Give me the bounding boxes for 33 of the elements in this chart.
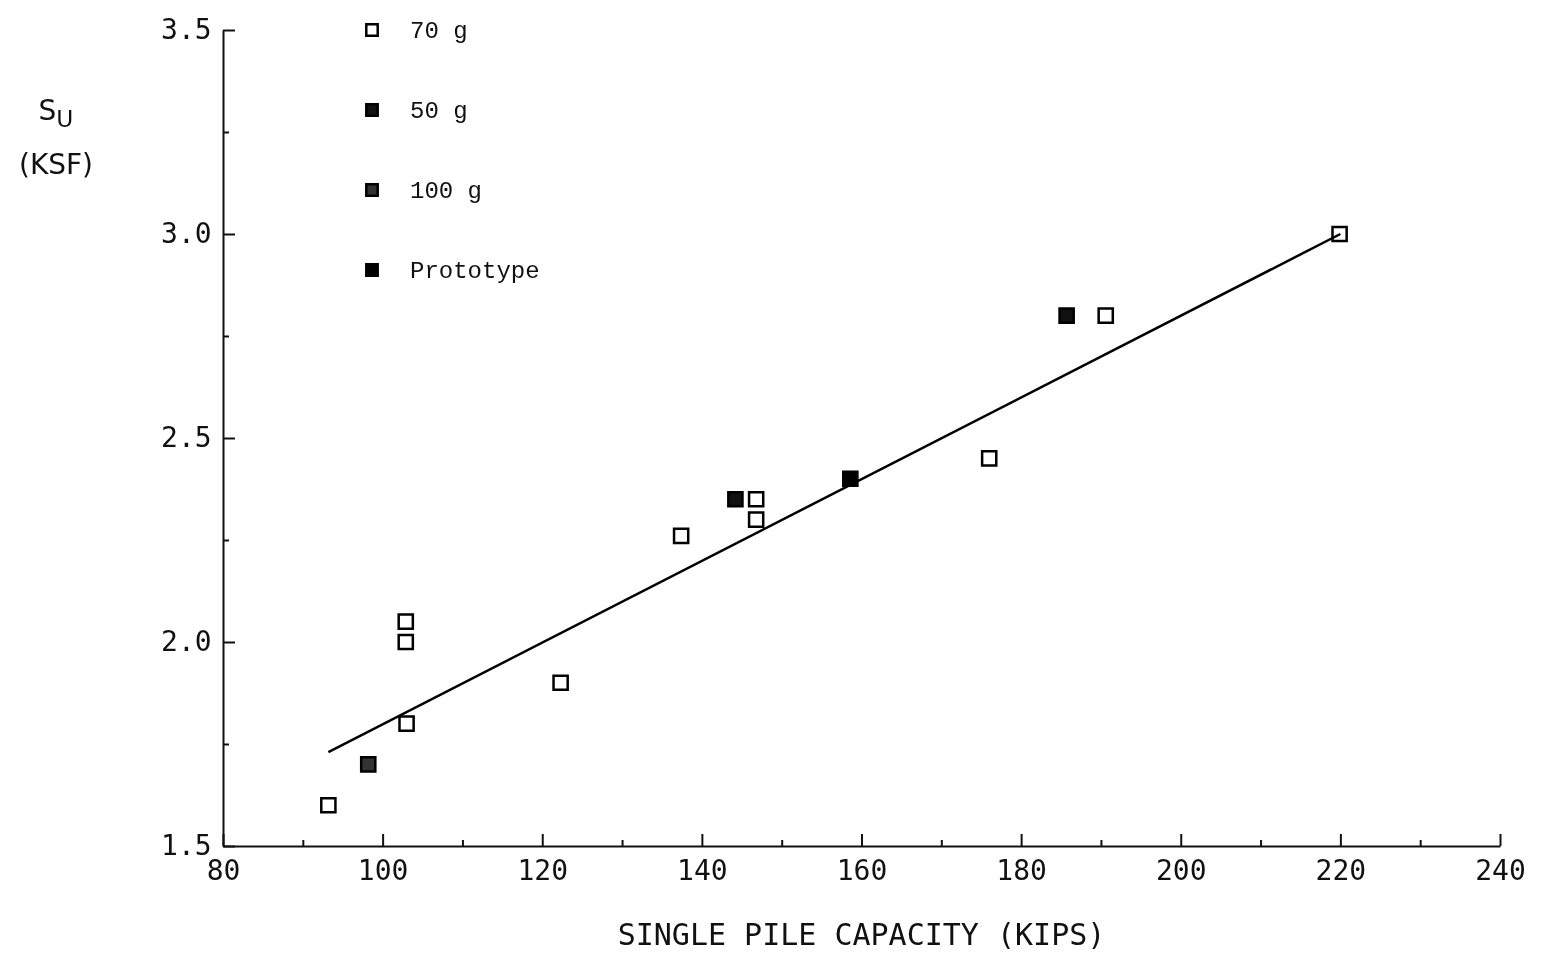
point — [397, 613, 415, 630]
x-tick-label: 240 — [1475, 853, 1526, 887]
x-tick-label: 160 — [836, 853, 888, 887]
y-axis-title: S$_{U}$ (KSF) — [17, 93, 95, 183]
point — [552, 674, 569, 692]
x-tick-label: 200 — [1155, 853, 1207, 887]
point — [397, 633, 415, 651]
y-tick-label: 3.5 — [161, 13, 212, 47]
legend-label: 100 g — [410, 178, 483, 205]
point — [1058, 307, 1075, 324]
x-axis-title: SINGLE PILE CAPACITY (KIPS) — [617, 917, 1106, 952]
x-tick-label: 100 — [357, 853, 409, 887]
point — [747, 490, 765, 508]
point — [980, 450, 998, 467]
x-tick-label: 180 — [996, 853, 1047, 887]
point — [398, 715, 415, 732]
y-tick-label: 2.5 — [161, 421, 212, 455]
x-tick-label: 140 — [677, 853, 728, 887]
point — [672, 527, 690, 545]
point — [727, 490, 744, 508]
point — [747, 511, 765, 528]
legend-label: Prototype — [410, 258, 540, 285]
legend-label: 50 g — [410, 98, 468, 125]
legend-label: 70 g — [410, 18, 468, 45]
point — [359, 756, 377, 773]
x-tick-label: 80 — [206, 853, 241, 887]
point — [842, 470, 859, 488]
x-tick-label: 120 — [517, 853, 569, 887]
y-tick-label: 2.0 — [161, 625, 212, 659]
point — [320, 796, 337, 814]
y-tick-label: 3.0 — [161, 217, 212, 251]
point — [1097, 307, 1115, 324]
x-tick-label: 220 — [1315, 853, 1367, 887]
